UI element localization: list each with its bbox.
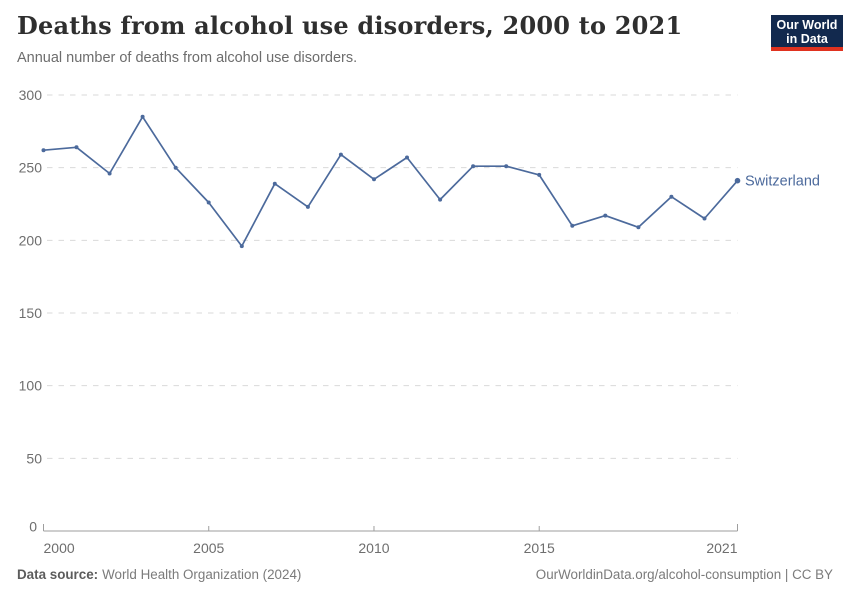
data-point	[272, 181, 277, 186]
data-point	[206, 200, 211, 205]
data-source: Data source: World Health Organization (2…	[17, 567, 301, 582]
data-point	[372, 177, 376, 182]
chart-footer: Data source: World Health Organization (2…	[17, 567, 833, 582]
data-point	[305, 204, 310, 209]
switzerland-line	[42, 115, 739, 247]
chart-subtitle: Annual number of deaths from alcohol use…	[17, 50, 358, 66]
data-point	[636, 225, 641, 230]
data-source-value: World Health Organization (2024)	[102, 567, 302, 582]
y-axis-tick-label: 250	[19, 160, 43, 176]
x-axis-tick-label: 2005	[193, 540, 224, 556]
y-axis-tick-label: 0	[29, 519, 37, 535]
chart-title: Deaths from alcohol use disorders, 2000 …	[17, 11, 683, 40]
x-axis-tick-label: 2021	[706, 540, 737, 556]
data-point	[471, 164, 476, 169]
x-axis-tick-label: 2015	[524, 540, 555, 556]
data-point	[140, 114, 145, 119]
data-point	[173, 165, 178, 170]
y-axis-tick-label: 100	[19, 378, 43, 394]
data-point	[504, 164, 509, 169]
data-point	[405, 155, 409, 160]
data-point	[702, 216, 707, 221]
data-point	[603, 213, 608, 218]
y-axis-tick-label: 200	[19, 232, 43, 248]
y-axis-tick-label: 150	[19, 305, 43, 321]
series-end-label: Switzerland	[745, 173, 820, 189]
data-point	[570, 223, 575, 228]
data-point	[239, 244, 244, 249]
data-point	[669, 194, 674, 199]
data-point	[438, 197, 443, 202]
x-axis-tick-label: 2010	[358, 540, 389, 556]
data-source-label: Data source:	[17, 567, 99, 582]
data-point	[74, 145, 79, 150]
owid-logo-line1: Our World	[776, 18, 838, 32]
owid-logo-line2: in Data	[786, 32, 828, 46]
data-point	[734, 177, 741, 184]
x-axis-tick-label: 2000	[44, 540, 75, 556]
data-point	[537, 172, 542, 177]
data-point	[41, 148, 46, 153]
data-point	[107, 171, 112, 176]
credit-link[interactable]: OurWorldinData.org/alcohol-consumption |…	[535, 567, 833, 582]
owid-logo: Our World in Data	[771, 15, 843, 51]
y-axis-tick-label: 50	[26, 450, 42, 466]
data-point	[338, 152, 343, 157]
y-axis-tick-label: 300	[19, 87, 43, 103]
